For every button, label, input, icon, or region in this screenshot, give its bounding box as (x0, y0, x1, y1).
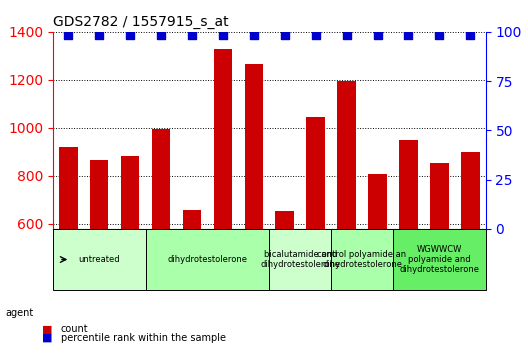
Text: ■: ■ (42, 324, 53, 334)
Point (188, 32, 196, 38)
FancyBboxPatch shape (331, 229, 393, 290)
Text: GDS2782 / 1557915_s_at: GDS2782 / 1557915_s_at (53, 16, 229, 29)
Point (219, 32, 227, 38)
Bar (90, 160, 108, 354)
Text: untreated: untreated (78, 255, 120, 264)
Point (157, 32, 165, 38)
Text: bicalutamide and
dihydrotestolerone: bicalutamide and dihydrotestolerone (260, 250, 340, 269)
FancyBboxPatch shape (269, 229, 331, 290)
Point (342, 32, 351, 38)
Bar (244, 64, 263, 354)
FancyBboxPatch shape (53, 229, 146, 290)
Bar (337, 81, 356, 354)
Text: dihydrotestolerone: dihydrotestolerone (167, 255, 248, 264)
Point (404, 32, 413, 38)
Bar (59, 147, 78, 354)
Text: count: count (61, 324, 88, 334)
Bar (152, 129, 171, 354)
Point (126, 32, 134, 38)
Text: ■: ■ (42, 333, 53, 343)
Bar (276, 211, 294, 354)
FancyBboxPatch shape (393, 229, 486, 290)
Bar (368, 173, 387, 354)
Point (466, 32, 475, 38)
Point (312, 32, 320, 38)
Bar (430, 163, 449, 354)
Bar (183, 210, 201, 354)
Bar (121, 155, 139, 354)
Point (280, 32, 289, 38)
Bar (214, 48, 232, 354)
Point (95, 32, 103, 38)
Bar (461, 152, 479, 354)
Text: control polyamide an
dihydrotestolerone: control polyamide an dihydrotestolerone (317, 250, 407, 269)
Point (435, 32, 444, 38)
Bar (306, 117, 325, 354)
Text: percentile rank within the sample: percentile rank within the sample (61, 333, 226, 343)
Text: WGWWCW
polyamide and
dihydrotestolerone: WGWWCW polyamide and dihydrotestolerone (399, 245, 479, 274)
Bar (399, 140, 418, 354)
Point (373, 32, 382, 38)
Text: agent: agent (5, 308, 34, 318)
FancyBboxPatch shape (146, 229, 269, 290)
Point (250, 32, 258, 38)
Point (64, 32, 72, 38)
